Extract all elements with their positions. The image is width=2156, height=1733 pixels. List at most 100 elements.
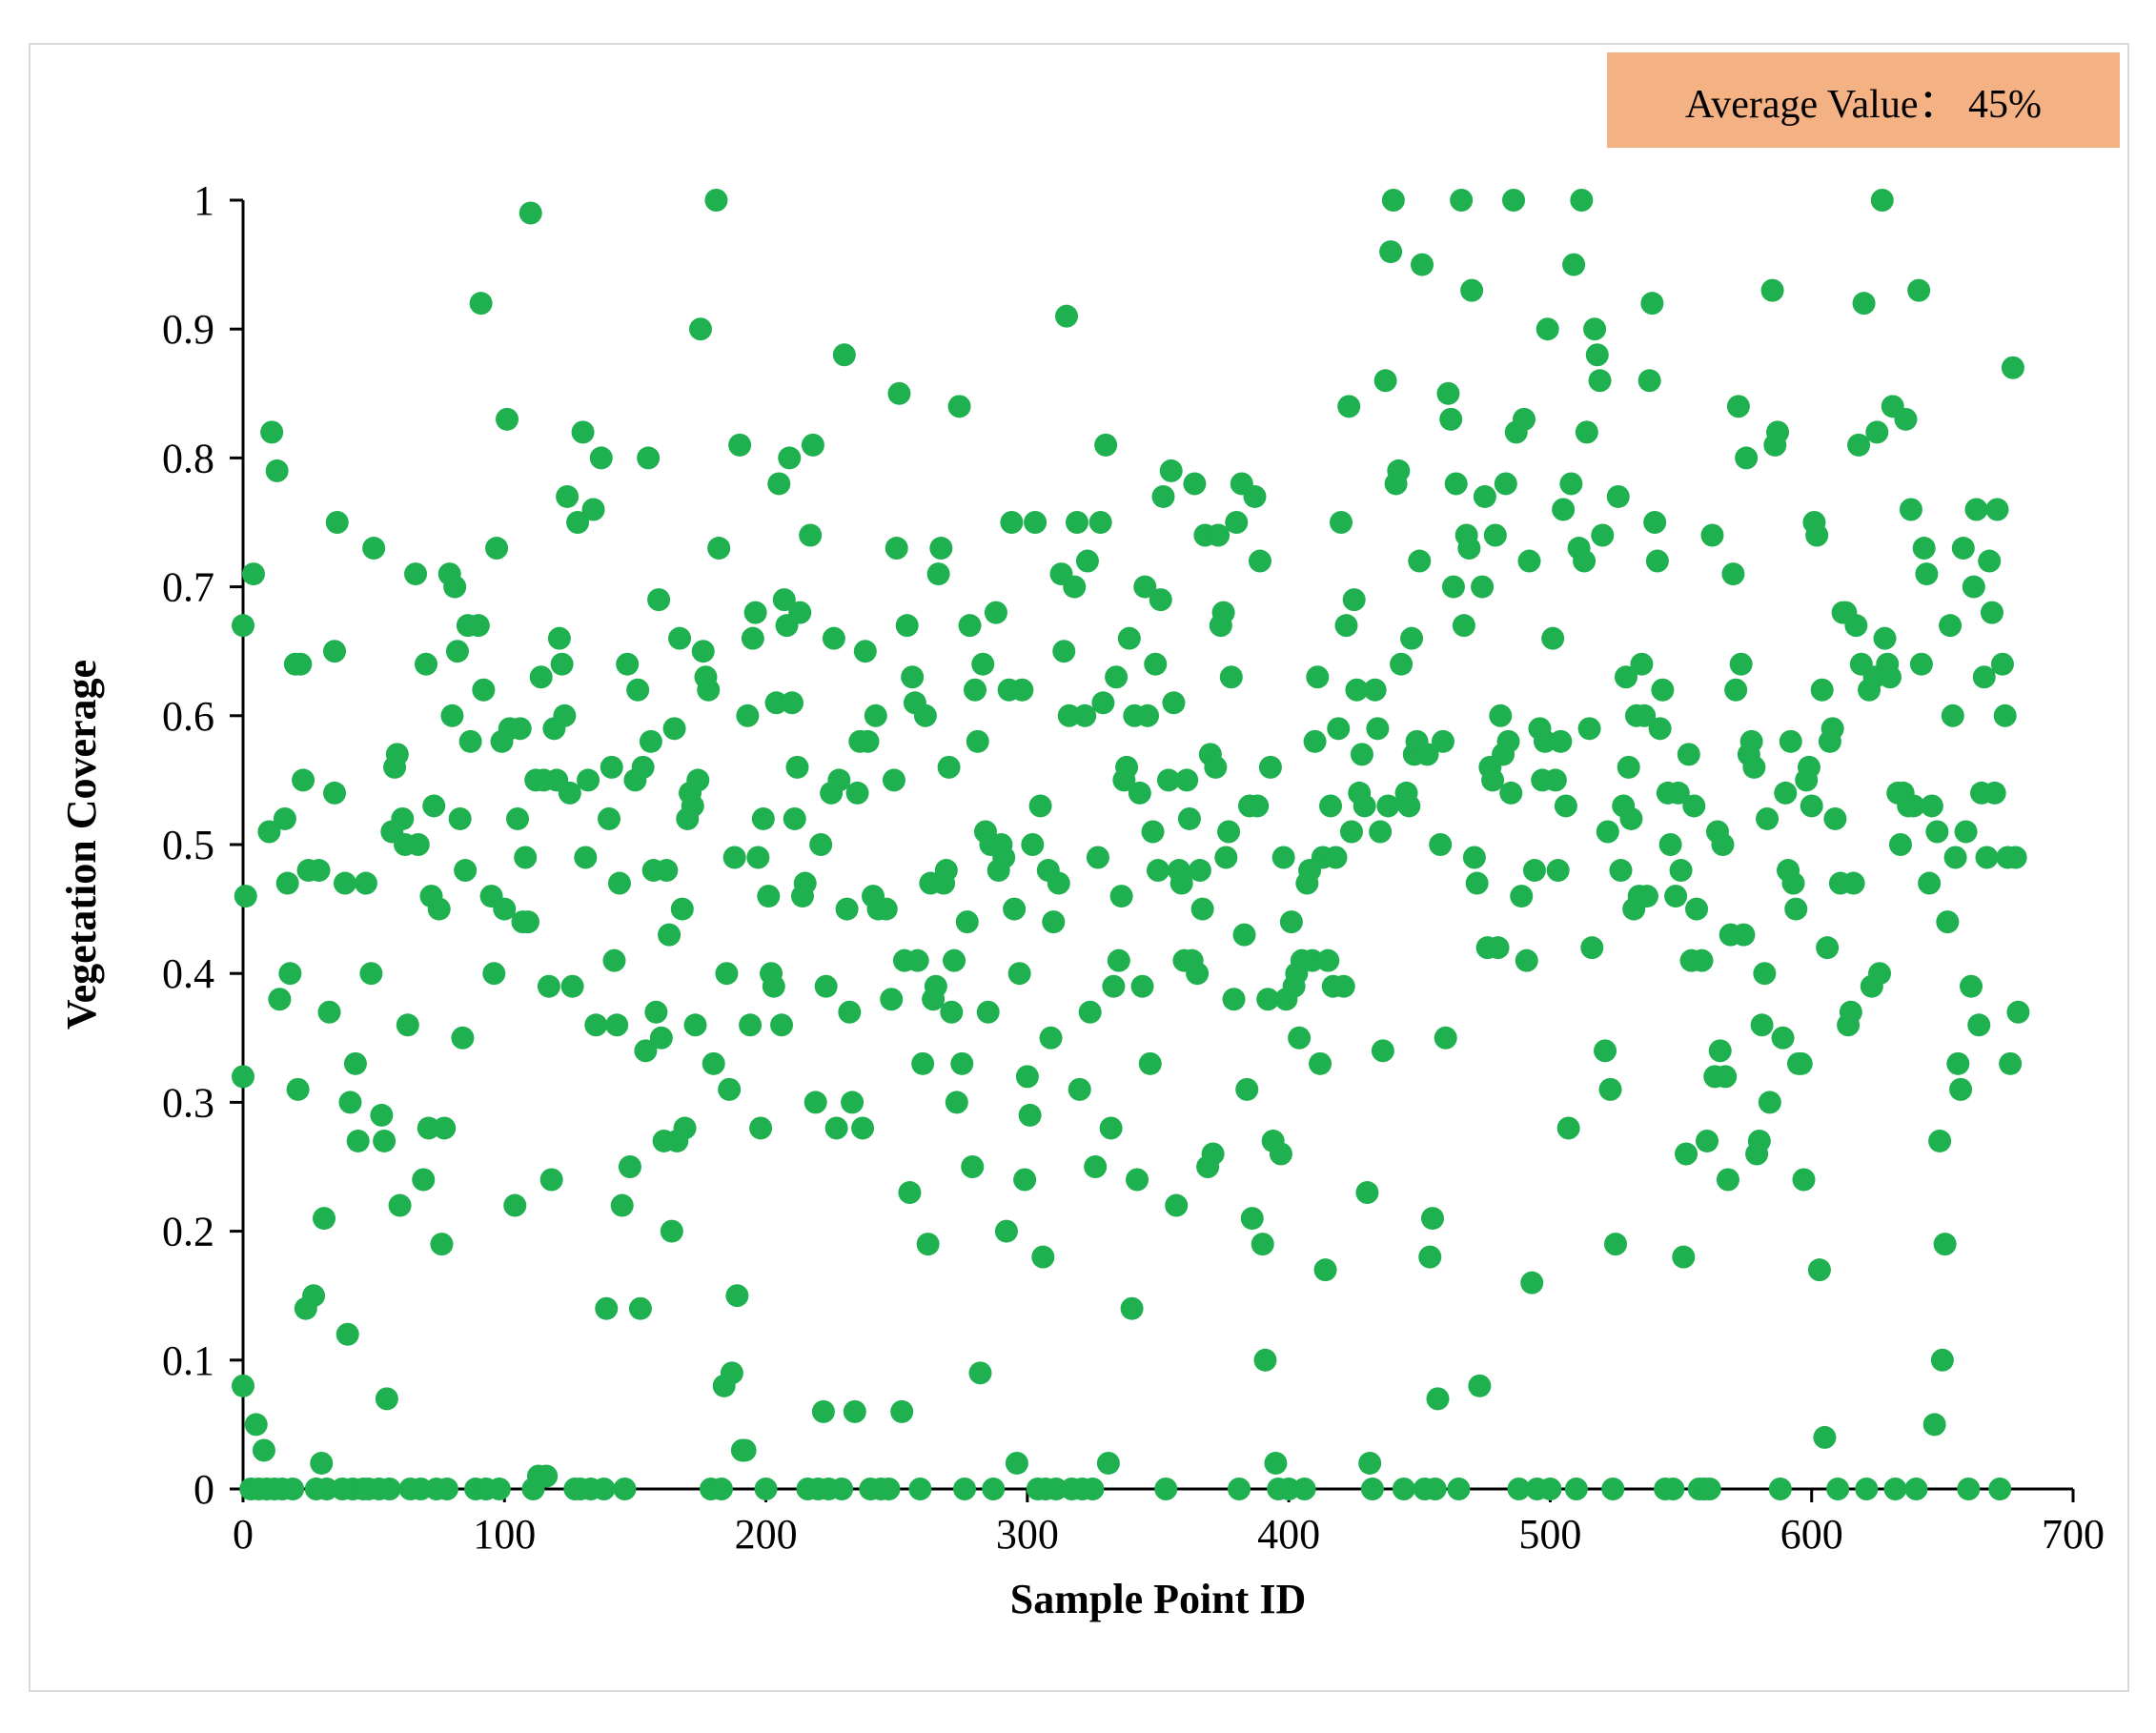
data-point [1039, 1026, 1063, 1050]
data-point [1052, 640, 1076, 663]
data-point [539, 1168, 563, 1192]
data-point [1251, 1233, 1274, 1256]
data-point [1316, 948, 1340, 972]
data-point [1739, 729, 1763, 753]
data-point [1183, 472, 1207, 496]
x-tick-label: 300 [996, 1511, 1059, 1558]
data-point [793, 871, 817, 895]
data-point [1797, 755, 1820, 779]
data-point [1522, 859, 1546, 883]
data-point [916, 1233, 940, 1256]
data-point [1685, 897, 1709, 921]
data-point [1460, 278, 1484, 302]
data-point [1742, 755, 1766, 779]
data-point [443, 575, 467, 599]
data-point [323, 640, 346, 663]
data-point [1175, 768, 1199, 792]
data-point [1429, 833, 1453, 856]
data-point [1248, 549, 1271, 573]
data-point [1513, 407, 1536, 431]
data-point [809, 833, 833, 856]
data-point [843, 1399, 866, 1423]
data-point [1922, 1413, 1946, 1437]
data-point [1949, 1077, 1973, 1101]
y-tick-label: 0.7 [162, 564, 214, 611]
data-point [472, 678, 496, 702]
data-point [1055, 304, 1078, 328]
average-value-annotation: Average Value： 45% [1607, 52, 2120, 148]
data-point [607, 871, 631, 895]
data-point [1256, 988, 1280, 1011]
data-point [1235, 1077, 1259, 1101]
data-point [232, 1065, 254, 1089]
data-point [851, 1116, 875, 1140]
data-point [1471, 575, 1495, 599]
data-point [1609, 859, 1633, 883]
data-point [683, 1013, 707, 1037]
data-point [1204, 755, 1228, 779]
data-point [655, 859, 679, 883]
data-point [581, 498, 605, 521]
data-point [1353, 794, 1376, 818]
y-tick-label: 0.3 [162, 1079, 214, 1126]
data-point [1933, 1233, 1957, 1256]
data-point [1789, 1051, 1813, 1075]
data-point [1078, 1000, 1102, 1024]
data-point [1081, 1478, 1105, 1500]
data-point [1319, 794, 1343, 818]
data-point [1063, 575, 1087, 599]
data-point [1664, 885, 1688, 908]
data-point [469, 292, 493, 316]
data-point [1271, 846, 1295, 869]
data-point [1962, 575, 1985, 599]
data-point [1964, 498, 1988, 521]
data-point [984, 601, 1007, 624]
data-point [1120, 1296, 1144, 1320]
data-point [994, 1219, 1018, 1243]
data-point [801, 433, 824, 457]
data-point [781, 691, 803, 715]
data-point [1841, 871, 1865, 895]
data-point [707, 537, 731, 561]
data-point [1925, 820, 1949, 844]
y-tick-label: 1 [193, 177, 214, 224]
data-point [404, 562, 428, 586]
data-point [1300, 948, 1324, 972]
data-point [1371, 1039, 1394, 1063]
data-point [574, 846, 598, 869]
data-point [1211, 601, 1235, 624]
data-point [1188, 859, 1211, 883]
data-point [1363, 678, 1387, 702]
data-point [966, 729, 989, 753]
data-point [1411, 253, 1434, 276]
data-point [1350, 743, 1373, 766]
data-points [232, 189, 2030, 1500]
data-point [647, 588, 671, 612]
data-point [1975, 846, 1999, 869]
data-point [1993, 703, 2017, 727]
data-point [257, 820, 281, 844]
data-point [1957, 1478, 1981, 1500]
data-point [535, 1464, 559, 1488]
data-point [435, 1478, 458, 1500]
data-point [628, 1296, 652, 1320]
data-point [1580, 936, 1604, 960]
data-point [286, 1077, 310, 1101]
data-point [739, 1013, 763, 1037]
data-point [1954, 820, 1978, 844]
data-point [1675, 1142, 1698, 1166]
data-point [482, 962, 506, 986]
data-point [940, 1000, 964, 1024]
data-point [325, 511, 349, 534]
data-point [799, 523, 823, 547]
data-point [926, 562, 950, 586]
x-tick-label: 600 [1780, 1511, 1843, 1558]
data-point [702, 1051, 725, 1075]
data-point [1452, 614, 1475, 638]
data-point [560, 974, 584, 998]
data-point [1279, 910, 1303, 934]
data-point [496, 407, 519, 431]
y-axis-title: Vegetation Coverage [58, 660, 105, 1030]
data-point [1003, 897, 1027, 921]
data-point [1334, 614, 1358, 638]
